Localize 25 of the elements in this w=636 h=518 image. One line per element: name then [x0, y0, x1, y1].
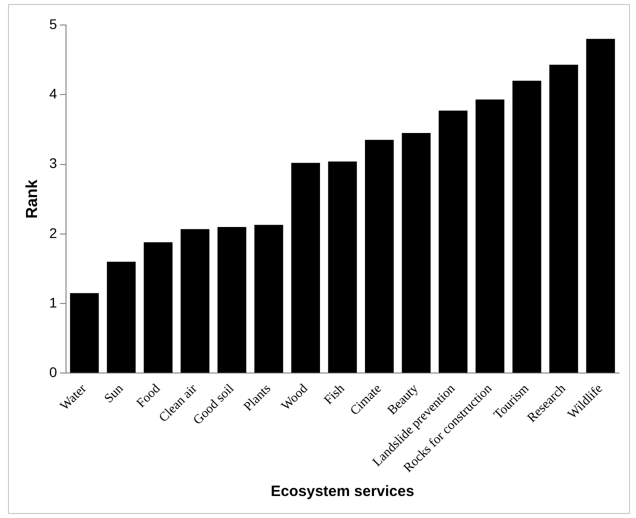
y-tick-label: 5: [49, 16, 58, 32]
y-axis-title: Rank: [24, 179, 42, 219]
bar: [70, 293, 99, 373]
x-axis-title: Ecosystem services: [270, 483, 414, 500]
bar: [476, 100, 504, 373]
y-tick-label: 4: [49, 86, 58, 102]
bar: [328, 162, 357, 373]
bar: [512, 80, 542, 373]
bar: [402, 132, 431, 373]
bar: [586, 38, 615, 373]
bar: [180, 229, 210, 373]
bar: [254, 224, 284, 373]
y-tick-label: 3: [49, 155, 58, 172]
x-tick-label: Fish: [320, 380, 348, 408]
y-tick-label: 1: [49, 294, 58, 310]
bar: [291, 162, 320, 373]
x-tick-label: Sun: [100, 380, 126, 406]
bar: [218, 226, 246, 373]
bar: [438, 110, 468, 373]
bar: [549, 64, 578, 373]
bar: [106, 262, 136, 373]
bar: [144, 242, 173, 373]
y-tick-label: 2: [49, 224, 58, 241]
y-tick-label: 0: [49, 364, 58, 380]
bar: [364, 140, 394, 373]
